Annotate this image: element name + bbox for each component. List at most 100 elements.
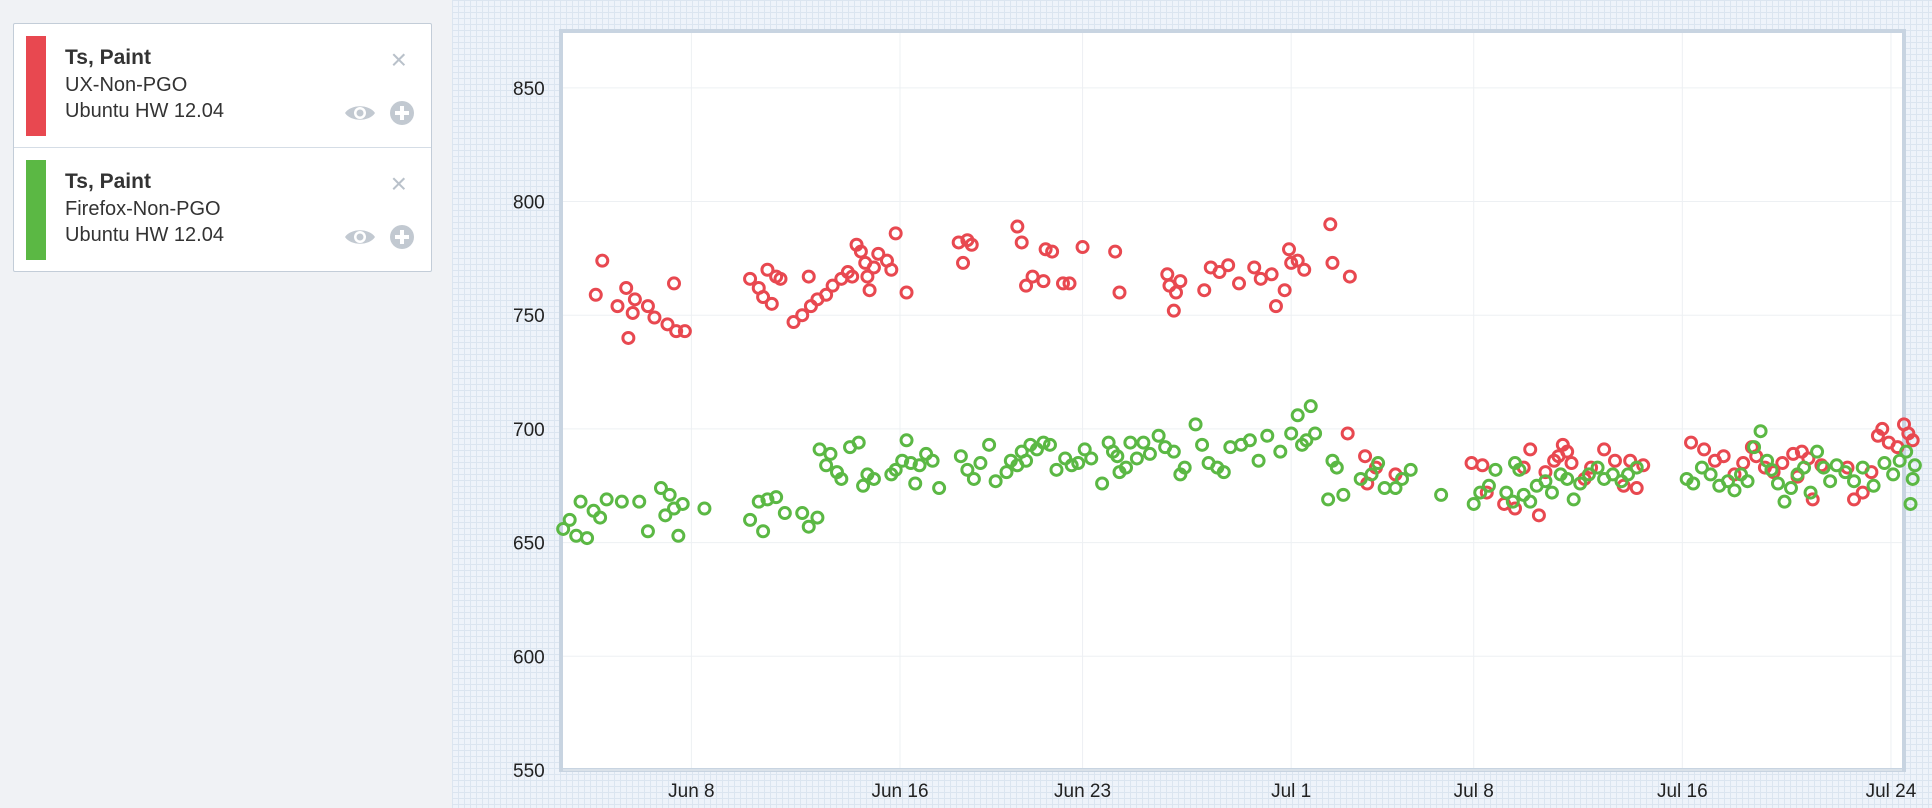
- data-point[interactable]: [1290, 253, 1305, 268]
- data-point[interactable]: [856, 478, 871, 493]
- data-point[interactable]: [999, 465, 1014, 480]
- data-point[interactable]: [1905, 433, 1920, 448]
- data-point[interactable]: [1508, 501, 1523, 516]
- data-point[interactable]: [1573, 476, 1588, 491]
- data-point[interactable]: [1177, 460, 1192, 475]
- data-point[interactable]: [1353, 471, 1368, 486]
- data-point[interactable]: [1481, 478, 1496, 493]
- data-point[interactable]: [1538, 474, 1553, 489]
- data-point[interactable]: [964, 237, 979, 252]
- data-point[interactable]: [1475, 458, 1490, 473]
- close-icon[interactable]: ×: [390, 168, 407, 199]
- graph-area[interactable]: 550 600 650 700 750 800 850 Jun 8 Jun 16 Jun 23 Ju…: [452, 0, 1932, 808]
- data-point[interactable]: [1188, 417, 1203, 432]
- data-point[interactable]: [743, 271, 758, 286]
- data-point[interactable]: [1166, 303, 1181, 318]
- data-point[interactable]: [1766, 465, 1781, 480]
- data-point[interactable]: [845, 269, 860, 284]
- add-icon[interactable]: [389, 224, 415, 250]
- data-point[interactable]: [1838, 465, 1853, 480]
- data-point[interactable]: [1684, 435, 1699, 450]
- data-point[interactable]: [1260, 428, 1275, 443]
- data-point[interactable]: [1042, 437, 1057, 452]
- data-point[interactable]: [1108, 244, 1123, 259]
- data-point[interactable]: [888, 462, 903, 477]
- data-point[interactable]: [1466, 496, 1481, 511]
- data-point[interactable]: [1523, 442, 1538, 457]
- data-point[interactable]: [640, 524, 655, 539]
- data-point[interactable]: [1075, 240, 1090, 255]
- data-point[interactable]: [1358, 449, 1373, 464]
- data-point[interactable]: [801, 269, 816, 284]
- data-point[interactable]: [662, 487, 677, 502]
- data-point[interactable]: [1581, 467, 1596, 482]
- data-point[interactable]: [1284, 426, 1299, 441]
- data-point[interactable]: [1786, 446, 1801, 461]
- data-point[interactable]: [953, 449, 968, 464]
- data-point[interactable]: [625, 305, 640, 320]
- data-point[interactable]: [1321, 492, 1336, 507]
- data-point[interactable]: [1014, 235, 1029, 250]
- data-point[interactable]: [810, 510, 825, 525]
- data-point[interactable]: [1797, 460, 1812, 475]
- data-point[interactable]: [819, 458, 834, 473]
- data-point[interactable]: [895, 453, 910, 468]
- data-point[interactable]: [1212, 265, 1227, 280]
- data-point[interactable]: [1253, 271, 1268, 286]
- data-point[interactable]: [1866, 478, 1881, 493]
- data-point[interactable]: [777, 506, 792, 521]
- data-point[interactable]: [1290, 408, 1305, 423]
- data-point[interactable]: [1019, 278, 1034, 293]
- data-point[interactable]: [1123, 435, 1138, 450]
- data-point[interactable]: [1727, 483, 1742, 498]
- data-point[interactable]: [1247, 260, 1262, 275]
- eye-icon[interactable]: [343, 224, 377, 250]
- data-point[interactable]: [751, 494, 766, 509]
- data-point[interactable]: [1195, 437, 1210, 452]
- data-point[interactable]: [1036, 435, 1051, 450]
- data-point[interactable]: [1564, 456, 1579, 471]
- data-point[interactable]: [697, 501, 712, 516]
- data-point[interactable]: [834, 471, 849, 486]
- data-point[interactable]: [653, 481, 668, 496]
- data-point[interactable]: [1308, 426, 1323, 441]
- data-point[interactable]: [1805, 492, 1820, 507]
- data-point[interactable]: [801, 519, 816, 534]
- data-point[interactable]: [1877, 456, 1892, 471]
- data-point[interactable]: [866, 471, 881, 486]
- data-point[interactable]: [862, 283, 877, 298]
- data-point[interactable]: [851, 435, 866, 450]
- data-point[interactable]: [1905, 471, 1920, 486]
- data-point[interactable]: [912, 458, 927, 473]
- data-point[interactable]: [1740, 474, 1755, 489]
- data-point[interactable]: [1303, 399, 1318, 414]
- data-point[interactable]: [1892, 453, 1907, 468]
- data-point[interactable]: [1523, 494, 1538, 509]
- data-point[interactable]: [1062, 276, 1077, 291]
- data-point[interactable]: [786, 315, 801, 330]
- data-point[interactable]: [1329, 460, 1344, 475]
- add-icon[interactable]: [389, 100, 415, 126]
- data-point[interactable]: [1371, 456, 1386, 471]
- data-point[interactable]: [669, 324, 684, 339]
- data-point[interactable]: [562, 512, 577, 527]
- data-point[interactable]: [1168, 285, 1183, 300]
- data-point[interactable]: [1512, 462, 1527, 477]
- data-point[interactable]: [871, 246, 886, 261]
- data-point[interactable]: [966, 471, 981, 486]
- data-point[interactable]: [1753, 424, 1768, 439]
- data-point[interactable]: [1544, 485, 1559, 500]
- data-point[interactable]: [1010, 219, 1025, 234]
- data-point[interactable]: [1299, 433, 1314, 448]
- data-point[interactable]: [1686, 476, 1701, 491]
- data-point[interactable]: [1395, 471, 1410, 486]
- data-point[interactable]: [1488, 462, 1503, 477]
- data-point[interactable]: [588, 287, 603, 302]
- data-point[interactable]: [1325, 255, 1340, 270]
- data-point[interactable]: [1273, 444, 1288, 459]
- data-point[interactable]: [1907, 458, 1922, 473]
- data-point[interactable]: [1777, 494, 1792, 509]
- data-point[interactable]: [1810, 444, 1825, 459]
- data-point[interactable]: [1036, 274, 1051, 289]
- data-point[interactable]: [1473, 485, 1488, 500]
